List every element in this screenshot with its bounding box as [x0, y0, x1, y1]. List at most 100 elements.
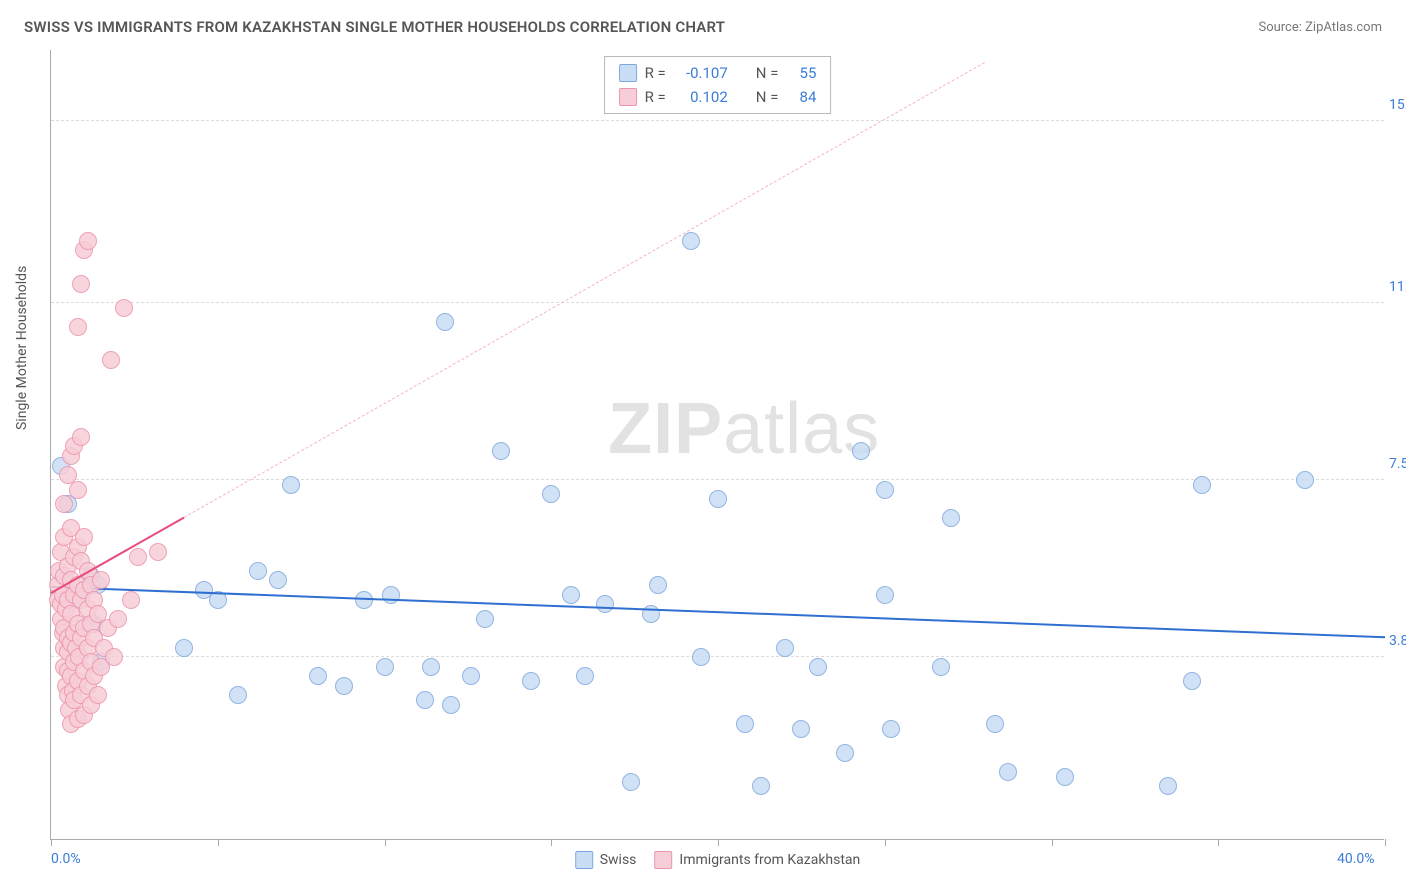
data-point [942, 509, 960, 527]
data-point [105, 648, 123, 666]
data-point [999, 763, 1017, 781]
data-point [335, 677, 353, 695]
data-point [129, 548, 147, 566]
y-axis-label: Single Mother Households [14, 266, 30, 430]
r-value: 0.102 [674, 85, 728, 109]
data-point [596, 595, 614, 613]
data-point [792, 720, 810, 738]
data-point [422, 658, 440, 676]
data-point [932, 658, 950, 676]
data-point [682, 232, 700, 250]
data-point [436, 313, 454, 331]
n-value: 55 [786, 61, 816, 85]
data-point [1056, 768, 1074, 786]
legend-swatch [619, 88, 637, 106]
data-point [852, 442, 870, 460]
data-point [476, 610, 494, 628]
data-point [122, 591, 140, 609]
correlation-legend: R = -0.107 N = 55 R = 0.102 N = 84 [604, 56, 832, 114]
x-tick [1052, 839, 1053, 846]
data-point [69, 481, 87, 499]
data-point [109, 610, 127, 628]
data-point [382, 586, 400, 604]
legend-item: Swiss [575, 851, 637, 869]
legend-item: Immigrants from Kazakhstan [654, 851, 860, 869]
data-point [92, 571, 110, 589]
r-label: R = [645, 85, 666, 109]
legend-swatch [619, 64, 637, 82]
data-point [882, 720, 900, 738]
trend-line [51, 586, 1385, 638]
x-tick [385, 839, 386, 846]
data-point [1193, 476, 1211, 494]
data-point [876, 586, 894, 604]
r-value: -0.107 [674, 61, 728, 85]
y-tick-label: 15.0% [1389, 97, 1406, 113]
n-value: 84 [786, 85, 816, 109]
n-label: N = [756, 85, 779, 109]
data-point [542, 485, 560, 503]
x-axis-label: 40.0% [1337, 851, 1375, 867]
data-point [376, 658, 394, 676]
x-tick [718, 839, 719, 846]
x-tick [1218, 839, 1219, 846]
x-tick [51, 839, 52, 846]
data-point [89, 686, 107, 704]
x-tick [218, 839, 219, 846]
data-point [115, 299, 133, 317]
data-point [1183, 672, 1201, 690]
y-tick-label: 3.8% [1389, 633, 1406, 649]
data-point [442, 696, 460, 714]
data-point [269, 571, 287, 589]
chart-title: SWISS VS IMMIGRANTS FROM KAZAKHSTAN SING… [24, 18, 725, 36]
data-point [836, 744, 854, 762]
data-point [522, 672, 540, 690]
data-point [752, 777, 770, 795]
data-point [776, 639, 794, 657]
x-tick [1385, 839, 1386, 846]
data-point [622, 773, 640, 791]
data-point [55, 495, 73, 513]
data-point [986, 715, 1004, 733]
data-point [229, 686, 247, 704]
data-point [562, 586, 580, 604]
data-point [149, 543, 167, 561]
data-point [709, 490, 727, 508]
data-point [102, 351, 120, 369]
data-point [492, 442, 510, 460]
x-tick [551, 839, 552, 846]
legend-swatch [654, 851, 672, 869]
watermark: ZIPatlas [608, 388, 880, 470]
data-point [809, 658, 827, 676]
x-axis-label: 0.0% [51, 851, 81, 867]
data-point [79, 232, 97, 250]
data-point [249, 562, 267, 580]
data-point [75, 528, 93, 546]
gridline [51, 120, 1384, 121]
x-tick [885, 839, 886, 846]
source-label: Source: ZipAtlas.com [1258, 20, 1382, 35]
data-point [1296, 471, 1314, 489]
data-point [309, 667, 327, 685]
y-tick-label: 7.5% [1389, 456, 1406, 472]
legend-label: Swiss [600, 852, 637, 868]
data-point [876, 481, 894, 499]
chart-plot-area: ZIPatlas R =-0.107N =55R =0.102N =84 Swi… [50, 50, 1384, 840]
legend-row: R = 0.102 N = 84 [619, 85, 817, 109]
y-tick-label: 11.2% [1389, 279, 1406, 295]
data-point [69, 318, 87, 336]
legend-label: Immigrants from Kazakhstan [679, 852, 860, 868]
gridline [51, 656, 1384, 657]
data-point [72, 428, 90, 446]
data-point [282, 476, 300, 494]
data-point [175, 639, 193, 657]
data-point [72, 275, 90, 293]
r-label: R = [645, 61, 666, 85]
data-point [692, 648, 710, 666]
data-point [1159, 777, 1177, 795]
legend-row: R = -0.107 N = 55 [619, 61, 817, 85]
series-legend: Swiss Immigrants from Kazakhstan [575, 851, 861, 869]
data-point [462, 667, 480, 685]
legend-swatch [575, 851, 593, 869]
n-label: N = [756, 61, 779, 85]
